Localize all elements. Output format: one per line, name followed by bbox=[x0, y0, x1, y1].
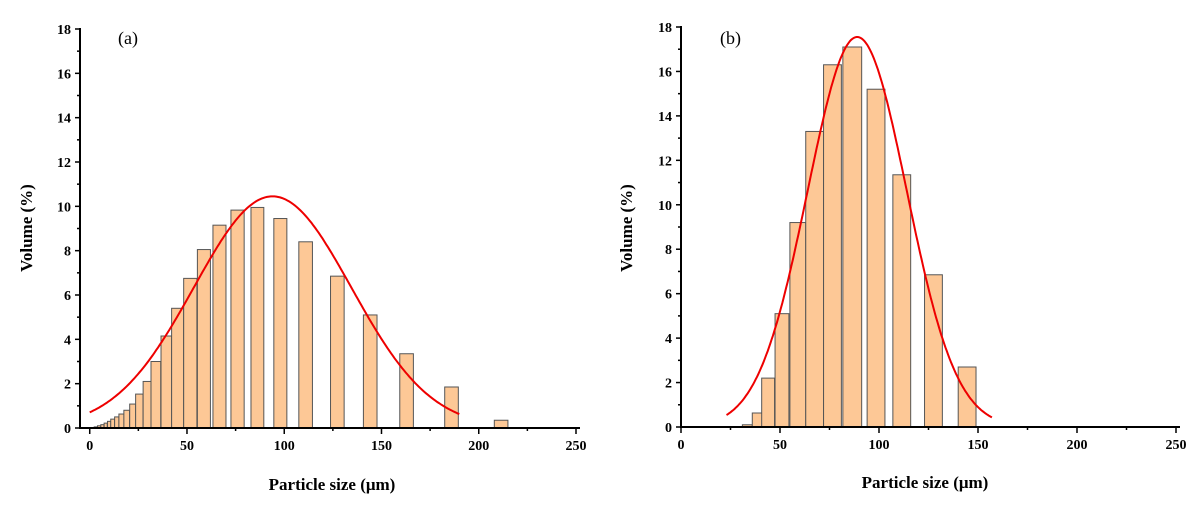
histogram-bar bbox=[230, 209, 245, 429]
x-tick-label: 100 bbox=[274, 439, 295, 454]
y-tick-label: 10 bbox=[658, 199, 672, 214]
histogram-bar bbox=[150, 361, 162, 429]
histogram-bar bbox=[751, 412, 763, 428]
panel-b: (b) Particle size (μm) Volume (%) 0 2 4 6 8 1… bbox=[617, 21, 1187, 492]
x-tick-label: 100 bbox=[869, 438, 890, 453]
y-tick-label: 4 bbox=[64, 333, 71, 348]
histogram-bar bbox=[789, 222, 807, 428]
x-tick-label: 250 bbox=[566, 439, 587, 454]
x-tick-label: 200 bbox=[468, 439, 489, 454]
histogram-bar bbox=[842, 46, 863, 428]
gaussian-fit-line bbox=[726, 36, 993, 419]
histogram-bar bbox=[892, 174, 912, 428]
y-tick-label: 16 bbox=[658, 65, 672, 80]
y-tick-label: 0 bbox=[665, 421, 672, 436]
y-tick-label: 14 bbox=[658, 110, 672, 125]
histogram-bar bbox=[298, 241, 313, 429]
histogram-bar bbox=[399, 353, 414, 429]
histogram-bar bbox=[866, 88, 886, 428]
x-tick-label: 0 bbox=[86, 439, 93, 454]
histogram-bar bbox=[493, 419, 509, 429]
histogram-bar bbox=[135, 393, 144, 429]
panel-label: (a) bbox=[118, 28, 138, 49]
histogram-bar bbox=[118, 413, 125, 429]
y-tick-label: 16 bbox=[57, 67, 71, 82]
x-tick-label: 50 bbox=[180, 439, 194, 454]
y-tick-label: 4 bbox=[665, 332, 672, 347]
x-axis-title: Particle size (μm) bbox=[269, 475, 396, 494]
y-tick-label: 10 bbox=[57, 200, 71, 215]
x-tick-label: 250 bbox=[1166, 438, 1187, 453]
panel-label: (b) bbox=[720, 28, 741, 49]
x-tick-label: 200 bbox=[1067, 438, 1088, 453]
y-tick-label: 12 bbox=[57, 156, 71, 171]
y-tick-label: 6 bbox=[64, 289, 71, 304]
histogram-bar bbox=[362, 314, 378, 429]
gaussian-fit-line bbox=[89, 195, 460, 415]
histogram-bar bbox=[129, 403, 137, 429]
x-tick-label: 0 bbox=[678, 438, 685, 453]
histogram-bar bbox=[250, 206, 265, 429]
histogram-bar bbox=[761, 377, 776, 428]
y-tick-label: 2 bbox=[665, 377, 672, 392]
y-tick-label: 18 bbox=[57, 23, 71, 38]
y-tick-label: 12 bbox=[658, 154, 672, 169]
y-tick-label: 2 bbox=[64, 378, 71, 393]
histogram-bar bbox=[774, 313, 790, 428]
histogram-bar bbox=[212, 224, 227, 429]
histogram-bar bbox=[171, 307, 185, 429]
x-tick-label: 50 bbox=[773, 438, 787, 453]
y-tick-label: 8 bbox=[665, 243, 672, 258]
y-tick-label: 18 bbox=[658, 21, 672, 36]
histogram-bar bbox=[330, 275, 345, 429]
y-axis-title: Volume (%) bbox=[617, 184, 636, 272]
y-tick-label: 8 bbox=[64, 245, 71, 260]
x-axis-title: Particle size (μm) bbox=[862, 473, 989, 492]
histogram-bar bbox=[123, 409, 131, 429]
histogram-bar bbox=[114, 416, 120, 429]
panel-a: (a) Particle size (μm) Volume (%) 0 2 4 6 8 1… bbox=[17, 23, 587, 494]
histogram-bar bbox=[924, 274, 943, 428]
y-axis-title: Volume (%) bbox=[17, 184, 36, 272]
y-tick-label: 14 bbox=[57, 112, 71, 127]
x-tick-label: 150 bbox=[371, 439, 392, 454]
y-tick-label: 0 bbox=[64, 422, 71, 437]
histogram-bar bbox=[805, 130, 825, 428]
histogram-bar bbox=[273, 218, 288, 429]
y-tick-label: 6 bbox=[665, 288, 672, 303]
histogram-bar bbox=[957, 366, 977, 428]
histogram-bar bbox=[823, 64, 842, 428]
x-tick-label: 150 bbox=[968, 438, 989, 453]
histogram-bar bbox=[110, 418, 116, 429]
histogram-bar bbox=[142, 380, 152, 429]
histogram-bar bbox=[160, 335, 173, 429]
